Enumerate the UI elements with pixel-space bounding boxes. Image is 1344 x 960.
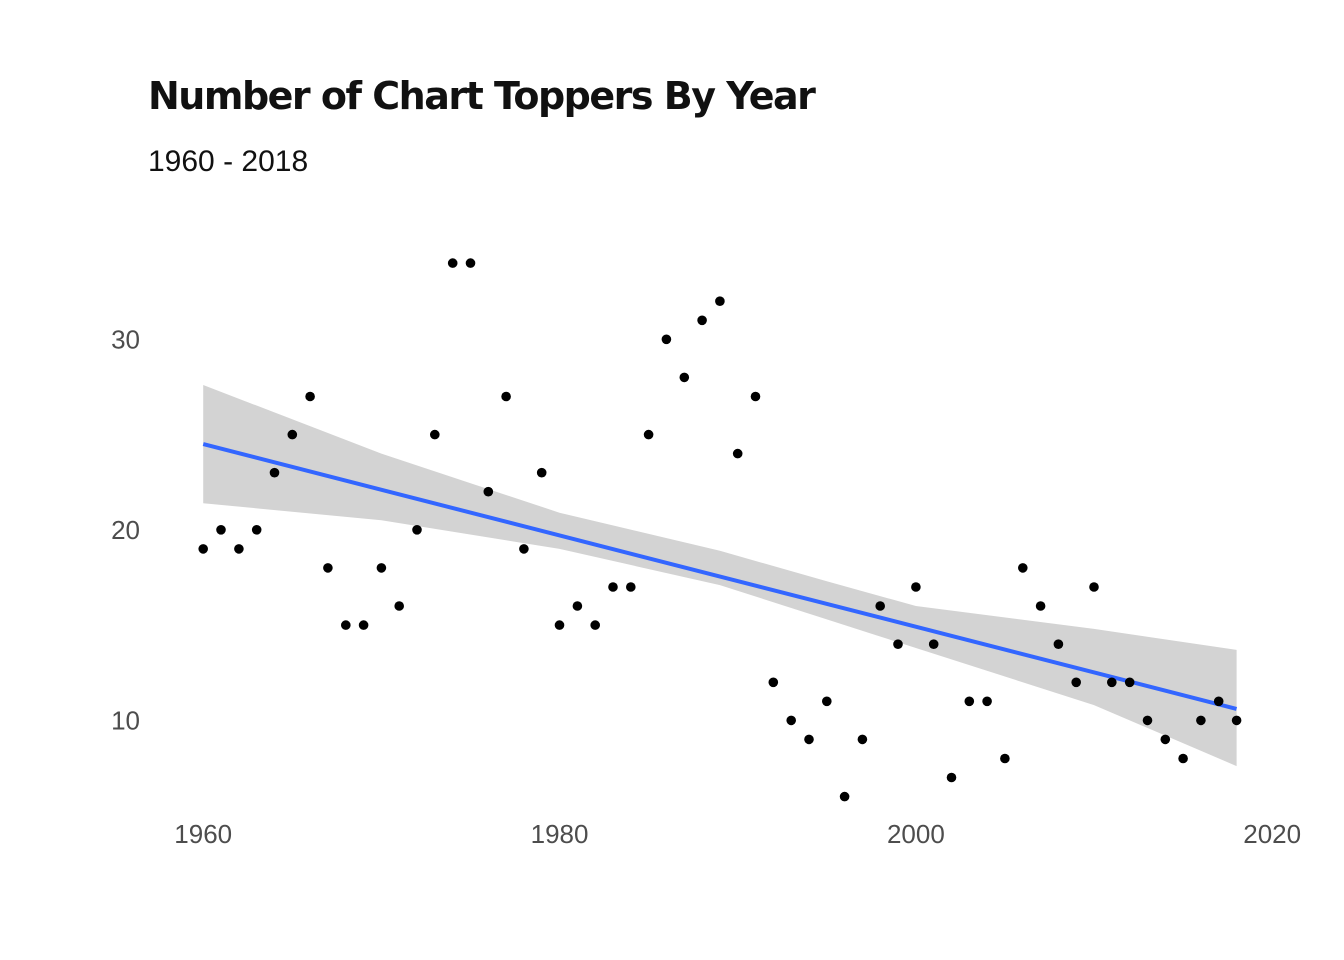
data-point [198, 544, 208, 554]
trend-line-layer [202, 442, 1238, 711]
y-tick-label: 10 [111, 705, 140, 735]
data-point [269, 467, 280, 478]
data-point [661, 334, 672, 345]
data-point [643, 429, 654, 440]
data-point [358, 620, 369, 630]
data-point [715, 296, 725, 307]
x-tick-label: 1960 [174, 819, 232, 849]
data-point [501, 391, 511, 402]
data-point [1053, 639, 1064, 649]
data-point [430, 429, 440, 440]
data-point [626, 582, 636, 592]
data-point [697, 315, 707, 326]
data-point [1000, 753, 1010, 764]
data-point [341, 620, 351, 630]
x-axis-ticks: 1960 1980 2000 2020 [174, 819, 1301, 849]
x-tick-label: 2020 [1243, 819, 1301, 849]
data-point [750, 391, 761, 402]
data-point [323, 563, 333, 573]
data-point [1142, 715, 1153, 726]
data-point [305, 391, 315, 402]
data-point [519, 544, 529, 554]
data-point [982, 696, 992, 707]
x-tick-label: 2000 [887, 819, 945, 849]
y-tick-label: 20 [111, 515, 140, 545]
x-tick-label: 1980 [531, 819, 589, 849]
data-point [536, 467, 547, 478]
data-point [216, 525, 226, 535]
data-point [1035, 601, 1046, 611]
data-point [1231, 715, 1242, 726]
data-point [1107, 677, 1117, 688]
data-point [732, 448, 743, 459]
data-point [946, 772, 957, 783]
data-point [1160, 734, 1171, 745]
data-point [394, 601, 405, 611]
data-point [1178, 753, 1188, 764]
data-point [572, 601, 583, 611]
data-point [1124, 677, 1135, 688]
trend-line [202, 442, 1238, 711]
data-point [875, 601, 885, 611]
chart-title: Number of Chart Toppers By Year [148, 74, 816, 118]
data-point [964, 696, 975, 707]
data-point [839, 791, 850, 802]
data-point [447, 258, 458, 268]
chart-subtitle: 1960 - 2018 [148, 145, 309, 178]
data-point [1089, 582, 1099, 592]
data-point [1018, 563, 1028, 573]
data-point [786, 715, 796, 726]
data-point [768, 677, 779, 688]
data-point [679, 372, 690, 383]
data-point [1213, 696, 1224, 707]
data-point [412, 525, 422, 535]
data-point [287, 429, 298, 440]
y-tick-label: 30 [111, 324, 140, 354]
data-point [554, 620, 565, 630]
data-point [483, 486, 494, 497]
data-point [465, 258, 476, 268]
data-point [1071, 677, 1081, 688]
data-point [928, 639, 939, 649]
data-point [893, 639, 903, 649]
data-point [376, 563, 387, 573]
data-point [234, 544, 244, 554]
data-point [804, 734, 814, 745]
data-point [822, 696, 832, 707]
data-point [857, 734, 868, 745]
data-point [251, 525, 262, 535]
y-axis-ticks: 10 20 30 [111, 324, 140, 735]
data-point [911, 582, 921, 592]
data-points-layer [198, 258, 1242, 802]
data-point [590, 620, 600, 630]
data-point [1196, 715, 1206, 726]
data-point [608, 582, 618, 592]
